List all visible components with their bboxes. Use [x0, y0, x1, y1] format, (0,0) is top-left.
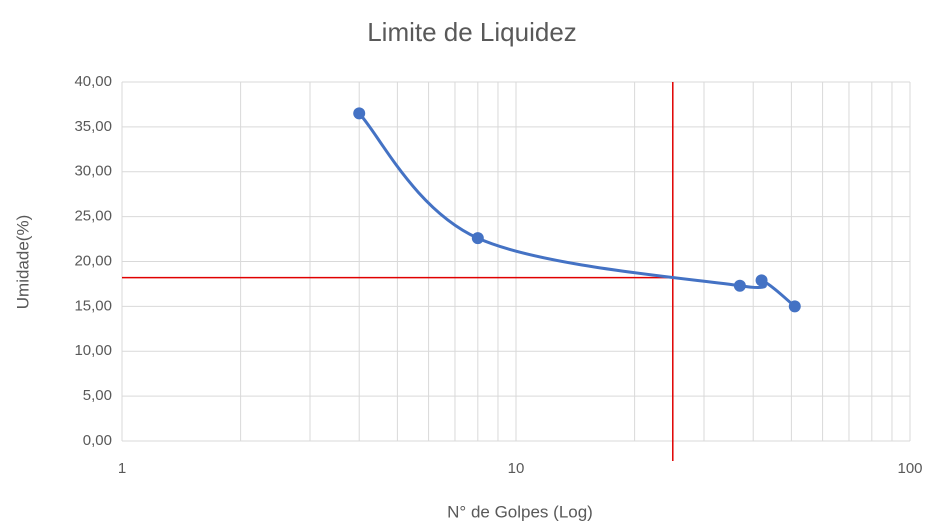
- x-axis-label: N° de Golpes (Log): [447, 502, 593, 521]
- data-point: [755, 274, 768, 287]
- x-tick-label: 1: [118, 460, 126, 477]
- y-tick-label: 0,00: [83, 432, 112, 449]
- y-tick-label: 15,00: [74, 297, 112, 314]
- y-tick-label: 35,00: [74, 118, 112, 135]
- data-point: [733, 279, 746, 292]
- x-tick-label: 10: [508, 460, 525, 477]
- y-tick-label: 40,00: [74, 73, 112, 90]
- data-point: [471, 232, 484, 245]
- y-tick-label: 10,00: [74, 342, 112, 359]
- y-tick-label: 5,00: [83, 387, 112, 404]
- data-point: [353, 107, 366, 120]
- y-axis-label: Umidade(%): [13, 215, 32, 309]
- x-tick-label: 100: [897, 460, 922, 477]
- data-point: [788, 300, 801, 313]
- y-tick-label: 25,00: [74, 208, 112, 225]
- y-tick-label: 30,00: [74, 163, 112, 180]
- y-tick-label: 20,00: [74, 252, 112, 269]
- chart-title: Limite de Liquidez: [367, 17, 577, 47]
